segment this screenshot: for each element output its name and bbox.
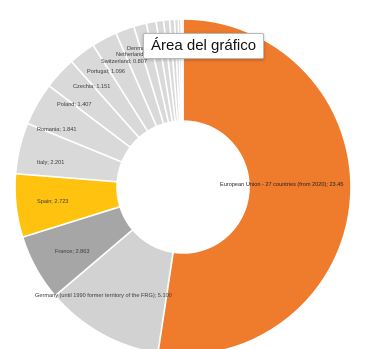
slice-label-5: Romania; 1.841 bbox=[37, 127, 77, 133]
slice-label-3: Spain; 2.723 bbox=[37, 199, 68, 205]
slice-label-1: Germany (until 1990 former territory of … bbox=[35, 293, 172, 299]
slice-label-6: Poland; 1.407 bbox=[57, 102, 92, 108]
slice-label-8: Portugal; 1.096 bbox=[87, 69, 125, 75]
slice-label-9: Switzerland; 0.807 bbox=[101, 59, 147, 65]
chart-area-tooltip: Área del gráfico bbox=[143, 33, 264, 59]
slice-label-10: Netherlands bbox=[116, 52, 146, 58]
slice-label-2: France; 2.863 bbox=[55, 249, 90, 255]
slice-label-7: Czechia; 1.151 bbox=[73, 84, 110, 90]
slice-label-4: Italy; 2.201 bbox=[37, 160, 64, 166]
slice-label-0: European Union - 27 countries (from 2020… bbox=[220, 182, 343, 188]
